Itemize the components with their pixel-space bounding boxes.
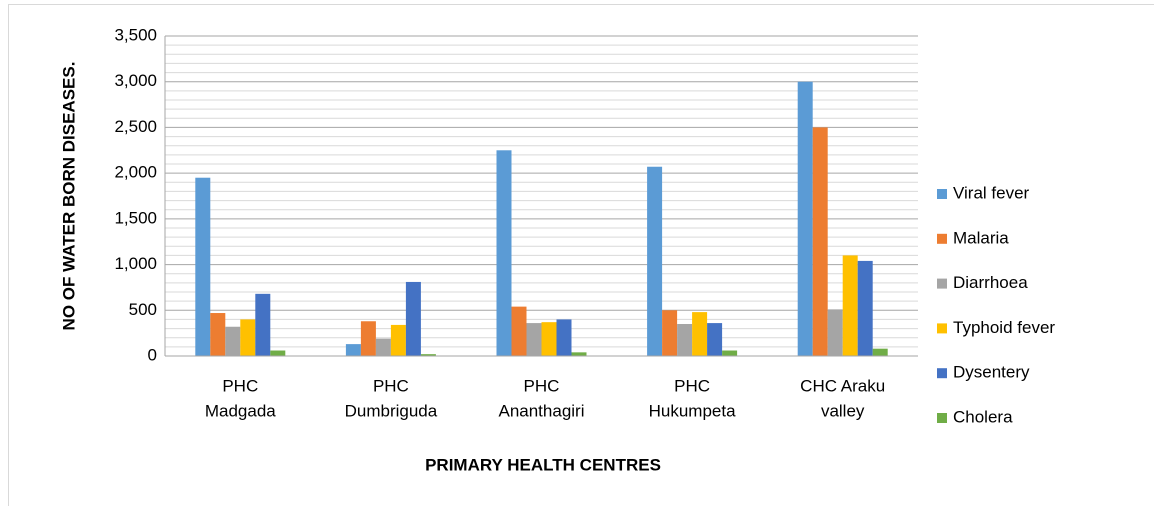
bar — [255, 293, 271, 356]
legend-label: Diarrhoea — [953, 273, 1028, 292]
legend-swatch — [937, 189, 947, 199]
x-tick-label: Hukumpeta — [649, 401, 736, 420]
y-tick-label: 500 — [129, 300, 157, 319]
bar — [571, 352, 587, 356]
bar — [240, 319, 256, 356]
x-tick-label: PHC — [222, 376, 258, 395]
bar — [420, 354, 436, 356]
bar — [797, 81, 813, 356]
bar — [556, 319, 572, 356]
x-tick-label: PHC — [524, 376, 560, 395]
chart-border — [8, 4, 1154, 506]
bar — [496, 150, 512, 356]
legend-swatch — [937, 323, 947, 334]
x-axis-title: PRIMARY HEALTH CENTRES — [425, 455, 661, 474]
y-axis-title: NO OF WATER BORN DISEASES. — [59, 62, 78, 331]
legend-swatch — [937, 278, 947, 289]
x-tick-label: PHC — [373, 376, 409, 395]
bar — [390, 324, 406, 356]
bar — [526, 323, 542, 356]
y-tick-label: 3,500 — [114, 25, 157, 44]
bar — [662, 310, 678, 356]
bar — [722, 350, 738, 356]
y-tick-label: 2,000 — [114, 163, 157, 182]
bar — [375, 338, 391, 356]
x-tick-label: CHC Araku — [800, 376, 885, 395]
legend-label: Viral fever — [953, 183, 1030, 202]
bar — [857, 260, 873, 356]
legend-label: Malaria — [953, 228, 1009, 247]
bar — [647, 166, 663, 356]
legend-swatch — [937, 368, 947, 379]
x-tick-label: valley — [821, 401, 865, 420]
bar — [360, 321, 376, 356]
bar — [692, 312, 708, 356]
legend-label: Dysentery — [953, 363, 1030, 382]
legend-label: Cholera — [953, 407, 1013, 426]
bar — [225, 326, 241, 356]
bar — [707, 323, 723, 356]
bar — [842, 255, 858, 356]
x-tick-label: Ananthagiri — [498, 401, 584, 420]
x-tick-label: PHC — [674, 376, 710, 395]
bar — [195, 177, 211, 356]
x-tick-label: Dumbriguda — [345, 401, 438, 420]
legend-swatch — [937, 233, 947, 244]
x-tick-label: Madgada — [205, 401, 276, 420]
y-tick-label: 3,000 — [114, 71, 157, 90]
y-tick-label: 1,000 — [114, 254, 157, 273]
bar — [345, 344, 361, 356]
y-tick-label: 1,500 — [114, 208, 157, 227]
bar — [270, 350, 286, 356]
y-tick-label: 2,500 — [114, 117, 157, 136]
legend-swatch — [937, 413, 947, 423]
bar — [511, 306, 527, 356]
bar — [827, 309, 843, 356]
bar — [210, 313, 226, 356]
bar — [872, 348, 888, 356]
legend-label: Typhoid fever — [953, 318, 1055, 337]
bar — [541, 322, 557, 356]
bar — [677, 324, 693, 356]
bar — [405, 281, 421, 356]
y-tick-label: 0 — [148, 345, 157, 364]
bar — [812, 127, 828, 356]
